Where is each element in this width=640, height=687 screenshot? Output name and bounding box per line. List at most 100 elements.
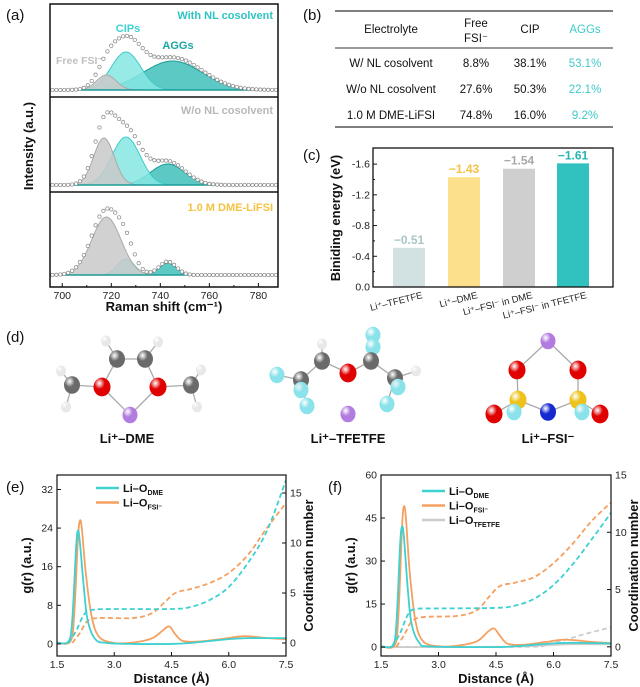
x-tick-label: 4.5 [164,659,179,671]
y-tick-label: -1.2 [352,189,370,201]
raman-data-point [73,181,79,186]
raman-data-point [183,169,188,174]
raman-data-point [187,172,192,177]
raman-data-point [132,134,137,139]
raman-data-point [211,182,216,187]
raman-data-point [254,87,259,92]
y-tick-label: 15 [365,599,377,611]
rdf-line [57,529,286,645]
raman-data-point [199,67,204,73]
raman-data-point [195,177,200,182]
raman-data-point [132,37,137,42]
legend-label: Li–OFSI⁻ [123,498,162,512]
raman-data-point [183,58,188,63]
raman-data-point [121,120,126,125]
raman-data-point [211,272,216,278]
raman-data-point [250,87,255,92]
panel-label-d: (d) [6,329,24,346]
raman-data-point [215,77,220,82]
raman-data-point [222,81,228,86]
header-cip: CIP [520,24,540,36]
raman-ylabel: Intensity (a.u.) [21,102,36,190]
raman-data-point [222,182,228,187]
atom-li [122,406,138,424]
y-right-tick-label: 15 [290,488,302,500]
raman-data-point [66,182,71,187]
raman-data-point [144,153,149,158]
rdf-ylabel-right: Coordination number [626,499,640,631]
raman-data-point [273,87,279,92]
raman-data-point [195,65,200,70]
raman-data-point [152,268,157,273]
raman-data-point [136,41,141,46]
y-right-tick-label: 10 [290,538,302,550]
raman-data-point [152,54,157,59]
raman-data-point [254,272,259,278]
raman-data-point [250,182,255,188]
raman-data-point [77,86,82,92]
raman-data-point [128,35,133,40]
rdf-chart-e: 1.5 3.0 4.5 6.0 7.5 0 8 16 24 32 0 5 10 15 Distance (Å… [19,474,316,686]
x-tick-label: 3.0 [107,659,122,671]
rdf-xlabel: Distance (Å) [134,671,210,686]
atom-c [314,352,330,370]
panel-label-f: (f) [328,479,342,496]
raman-data-point [97,125,102,130]
legend-subscript: DME [147,490,163,497]
atom-o [591,404,609,424]
atom-f [299,397,315,415]
annotation-cips: CIPs [116,23,140,35]
raman-data-point [85,243,90,248]
raman-data-point [238,182,243,188]
raman-data-point [219,182,224,187]
raman-data-point [58,87,63,93]
x-tick-label: 7.5 [604,659,619,671]
raman-data-point [168,159,173,164]
raman-data-point [226,272,232,278]
raman-data-point [156,158,161,163]
y-tick-label: 8 [47,600,53,612]
raman-data-point [54,272,59,277]
x-tick-label: 4.5 [489,659,504,671]
raman-data-point [109,43,114,48]
y-tick-label: 16 [41,561,53,573]
atom-h [196,364,206,376]
raman-data-point [50,87,55,93]
raman-data-point [175,163,181,168]
raman-data-point [140,266,145,272]
atom-o [485,404,503,424]
raman-data-point [117,116,122,122]
y-right-tick-label: 0 [290,638,296,650]
raman-data-point [93,223,98,228]
raman-data-point [199,179,204,184]
raman-data-point [124,33,130,38]
raman-data-point [58,182,63,188]
raman-data-point [270,87,275,92]
y-right-tick-label: 0 [615,641,621,653]
legend-name: Li–O [449,515,474,527]
legend-subscript: TFETFE [473,522,500,529]
raman-data-point [70,268,75,273]
atom-li [340,405,356,423]
raman-data-point [215,182,220,187]
atom-f [379,395,395,413]
raman-data-point [191,272,196,277]
x-tick-label: 780 [250,290,268,302]
raman-data-point [156,265,161,270]
raman-data-point [219,79,224,84]
raman-data-point [164,259,169,264]
raman-data-point [136,141,141,146]
label-li-fsi: Li⁺–FSI⁻ [522,431,575,446]
y-tick-label: -0.8 [352,220,370,232]
bar [393,247,425,287]
y-right-tick-label: 5 [290,588,296,600]
header-free: Free [464,18,488,30]
rdf-xlabel: Distance (Å) [458,671,534,686]
header-aggs: AGGs [569,24,601,36]
composition-table: Electrolyte Free FSI⁻ CIP AGGs W/ NL cos… [335,10,613,128]
raman-data-point [266,182,271,188]
raman-data-point [203,180,208,185]
raman-data-point [219,272,224,278]
